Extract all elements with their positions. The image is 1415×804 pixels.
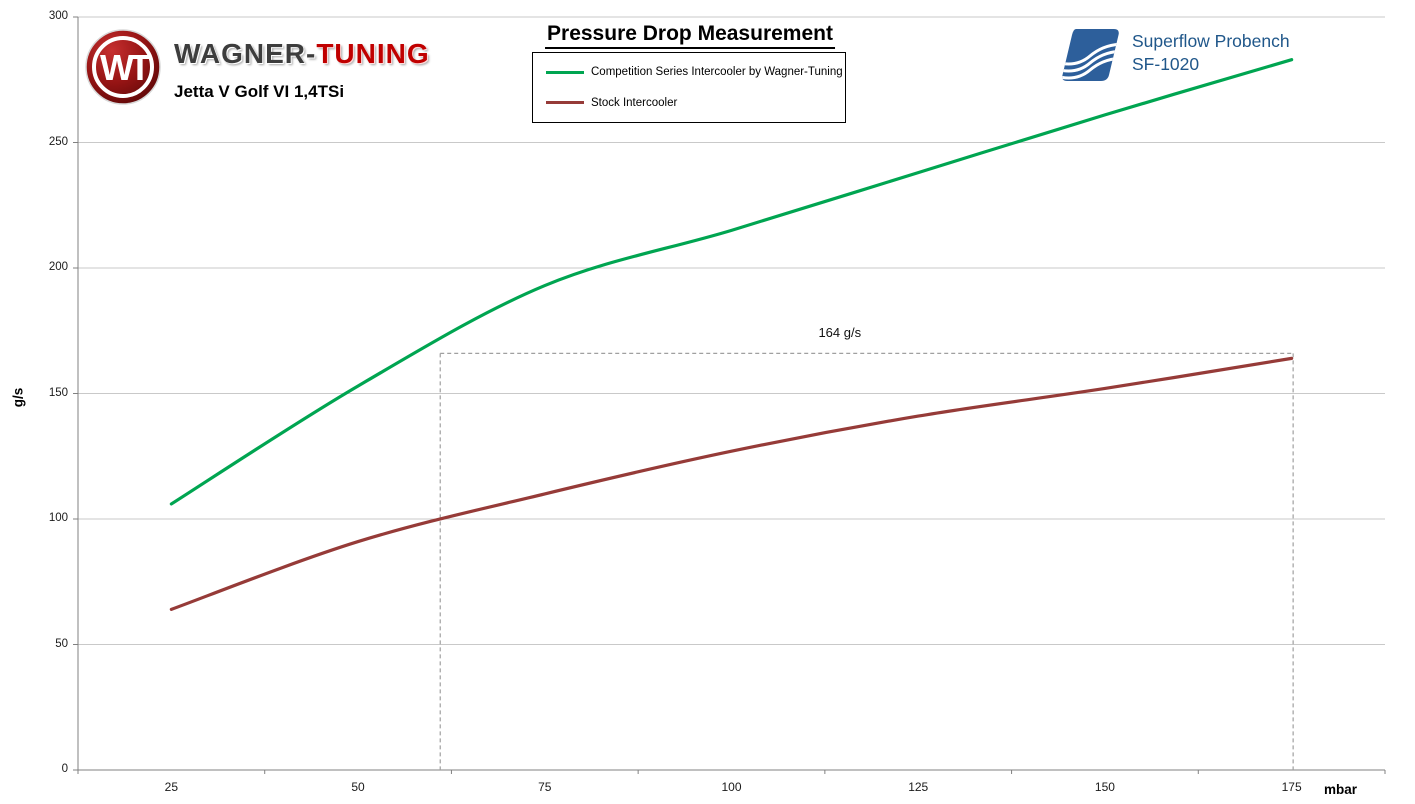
y-tick-label: 100 <box>48 512 68 524</box>
wagner-tuning-brand: WT WAGNER-TUNING Jetta V Golf VI 1,4TSi <box>84 28 430 106</box>
y-tick-label: 300 <box>48 10 68 22</box>
y-tick-label: 150 <box>48 386 68 399</box>
x-axis-title: mbar <box>1324 782 1358 797</box>
bench-name: Superflow Probench <box>1132 31 1290 51</box>
bench-model: SF-1020 <box>1132 54 1200 75</box>
x-tick-label: 150 <box>1094 780 1115 794</box>
superflow-logo-icon <box>1062 29 1119 81</box>
series-line-competition <box>169 58 1294 506</box>
superflow-brand: Superflow Probench SF-1020 <box>1062 28 1290 82</box>
chart-title: Pressure Drop Measurement <box>545 22 835 49</box>
wagner-tuning-logo-icon: WT <box>85 29 161 105</box>
brand-name: WAGNER-TUNING <box>174 40 430 68</box>
legend-label-stock: Stock Intercooler <box>591 96 678 109</box>
y-tick-label: 0 <box>61 763 68 775</box>
vehicle-model-label: Jetta V Golf VI 1,4TSi <box>174 82 345 101</box>
series-line-stock <box>169 356 1294 611</box>
y-tick-label: 250 <box>48 135 68 148</box>
x-tick-label: 125 <box>908 780 929 794</box>
svg-text:WT: WT <box>100 47 151 88</box>
bench-text: Superflow Probench SF-1020 <box>1132 28 1290 76</box>
brand-name-secondary: TUNING <box>316 38 430 69</box>
legend-item-stock: Stock Intercooler <box>533 97 845 109</box>
y-tick-label: 50 <box>55 637 68 650</box>
legend-line-sample-stock <box>546 101 584 105</box>
x-tick-label: 175 <box>1281 780 1302 794</box>
legend-item-competition: Competition Series Intercooler by Wagner… <box>533 66 845 78</box>
legend: Competition Series Intercooler by Wagner… <box>532 52 846 123</box>
legend-line-sample-competition <box>546 70 584 74</box>
x-tick-label: 25 <box>164 780 179 794</box>
y-tick-label: 200 <box>48 261 68 273</box>
legend-label-competition: Competition Series Intercooler by Wagner… <box>591 66 843 79</box>
x-tick-label: 75 <box>538 780 552 794</box>
brand-name-primary: WAGNER- <box>174 38 317 69</box>
flow-annotation-label: 164 g/s <box>818 325 862 341</box>
x-tick-label: 50 <box>351 780 365 794</box>
x-tick-label: 100 <box>721 780 742 794</box>
